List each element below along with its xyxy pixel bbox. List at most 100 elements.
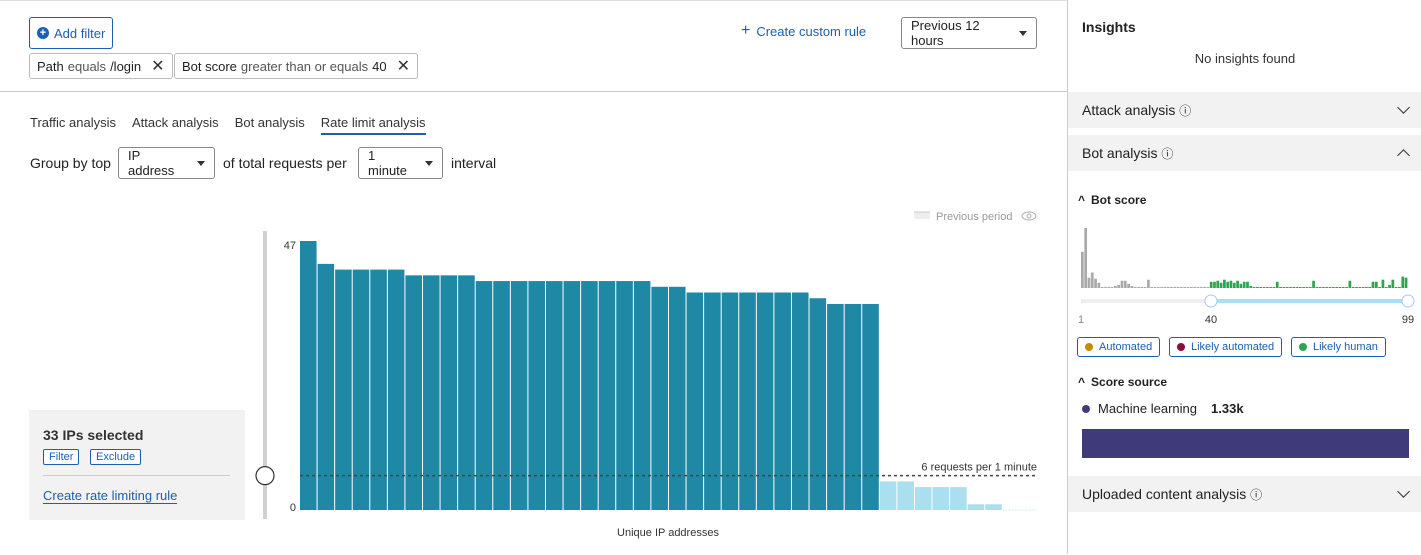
bar[interactable] (528, 281, 545, 510)
histogram-bar (1226, 281, 1230, 288)
slider-handle-max[interactable] (1401, 294, 1415, 308)
filter-field: Path (37, 58, 64, 74)
bar[interactable] (862, 303, 879, 510)
bar[interactable] (633, 281, 651, 510)
create-rate-limiting-rule-link[interactable]: Create rate limiting rule (43, 488, 178, 504)
eye-icon[interactable] (1021, 211, 1037, 221)
bar[interactable] (668, 286, 686, 510)
histogram-bar (1341, 286, 1345, 288)
histogram-bar (1365, 286, 1368, 288)
histogram-bar (1199, 286, 1203, 288)
bar[interactable] (844, 303, 862, 510)
main-panel: + Add filter Path equals/login ✕ Bot score… (0, 0, 1067, 539)
chevron-down-icon (197, 160, 205, 166)
bot-analysis-section[interactable]: Bot analysis ⓘ (1068, 135, 1421, 171)
bar[interactable] (510, 281, 528, 510)
bar[interactable] (809, 298, 827, 510)
bar[interactable] (475, 281, 493, 510)
group-by-field-select[interactable]: IP address (118, 147, 215, 179)
bar[interactable] (422, 275, 440, 510)
bar[interactable] (739, 292, 756, 510)
histogram-bar (1173, 286, 1177, 288)
bar[interactable] (405, 275, 422, 510)
create-custom-rule-link[interactable]: + Create custom rule (741, 22, 867, 40)
likely-human-dot-icon (1299, 343, 1307, 351)
filter-button[interactable]: Filter (43, 449, 80, 465)
histogram-bar (1190, 286, 1193, 288)
info-icon[interactable]: ⓘ (1250, 487, 1263, 502)
bar[interactable] (458, 275, 475, 510)
tab-attack-analysis[interactable]: Attack analysis (131, 115, 219, 130)
threshold-slider-handle[interactable] (255, 466, 275, 486)
bar[interactable] (493, 281, 510, 510)
bot-score-header[interactable]: ^ Bot score (1078, 193, 1146, 207)
legend-label: Automated (1099, 341, 1153, 353)
bar[interactable] (440, 275, 458, 510)
bar[interactable] (545, 281, 563, 510)
uploaded-content-section[interactable]: Uploaded content analysis ⓘ (1068, 476, 1421, 512)
close-icon[interactable]: ✕ (151, 58, 165, 75)
interval-select[interactable]: 1 minute (358, 147, 443, 179)
bar[interactable] (370, 269, 387, 510)
chevron-up-icon (1397, 149, 1410, 162)
histogram-bar (1114, 285, 1117, 288)
bar[interactable] (827, 303, 844, 510)
bar[interactable] (686, 292, 704, 510)
slider-handle-min[interactable] (1204, 294, 1218, 308)
tab-rate-limit-analysis[interactable]: Rate limit analysis (320, 115, 426, 135)
bar[interactable] (985, 504, 1002, 510)
bar[interactable] (704, 292, 721, 510)
plus-icon: + (741, 22, 751, 39)
bar[interactable] (300, 241, 317, 510)
section-title: Uploaded content analysis (1082, 485, 1247, 502)
analysis-tabs: Traffic analysis Attack analysis Bot ana… (30, 115, 426, 135)
histogram-bar (1272, 286, 1276, 288)
section-title: Attack analysis (1082, 101, 1176, 118)
tab-traffic-analysis[interactable]: Traffic analysis (30, 115, 116, 130)
bar[interactable] (352, 269, 370, 510)
attack-analysis-section[interactable]: Attack analysis ⓘ (1068, 92, 1421, 128)
create-custom-rule-label: Create custom rule (756, 24, 867, 39)
histogram-bar (1186, 286, 1190, 288)
tab-bot-analysis[interactable]: Bot analysis (234, 115, 305, 130)
bar[interactable] (774, 292, 791, 510)
bar[interactable] (914, 487, 932, 510)
legend-automated[interactable]: Automated (1077, 337, 1161, 357)
legend-likely-automated[interactable]: Likely automated (1169, 337, 1283, 357)
bar[interactable] (335, 269, 352, 510)
rate-limit-chart: Previous period 47 0 6 requests per 1 mi… (255, 211, 1038, 539)
bar[interactable] (967, 504, 985, 510)
bar[interactable] (317, 263, 335, 510)
bar[interactable] (563, 281, 581, 510)
bar[interactable] (581, 281, 598, 510)
bar[interactable] (598, 281, 616, 510)
bar[interactable] (721, 292, 739, 510)
bar[interactable] (897, 481, 914, 510)
bar[interactable] (879, 481, 897, 510)
info-icon[interactable]: ⓘ (1161, 146, 1174, 161)
bar[interactable] (756, 292, 774, 510)
histogram-bar (1160, 286, 1163, 288)
bar[interactable] (651, 286, 668, 510)
previous-period-legend[interactable]: Previous period (914, 211, 1037, 223)
histogram-bar (1391, 279, 1395, 288)
filter-chip-bot-score[interactable]: Bot score greater than or equals 40 ✕ (174, 53, 418, 79)
exclude-button[interactable]: Exclude (90, 449, 142, 465)
histogram-bar (1265, 286, 1269, 288)
bar[interactable] (932, 487, 950, 510)
filter-chip-path[interactable]: Path equals/login ✕ (29, 53, 173, 79)
bar[interactable] (950, 487, 967, 510)
close-icon[interactable]: ✕ (396, 58, 410, 75)
bar[interactable] (791, 292, 809, 510)
add-filter-button[interactable]: + Add filter (29, 17, 114, 49)
score-source-header[interactable]: ^ Score source (1078, 375, 1167, 389)
time-range-select[interactable]: Previous 12 hours (901, 17, 1037, 49)
bar[interactable] (616, 281, 633, 510)
filter-op: greater than or equals (240, 58, 369, 74)
info-icon[interactable]: ⓘ (1179, 103, 1192, 118)
group-by-middle-label: of total requests per (223, 155, 347, 171)
group-by-row: Group by top IP address of total request… (30, 147, 630, 179)
bar[interactable] (387, 269, 405, 510)
legend-likely-human[interactable]: Likely human (1291, 337, 1386, 357)
histogram-bar (1351, 286, 1355, 288)
